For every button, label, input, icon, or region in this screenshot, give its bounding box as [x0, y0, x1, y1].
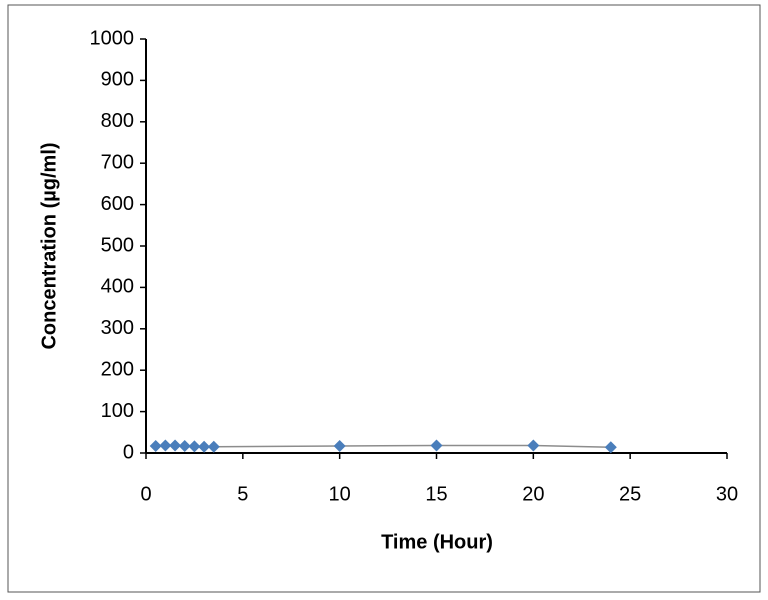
x-tick-label: 25: [619, 483, 641, 505]
y-tick-label: 100: [101, 400, 134, 422]
x-tick-label: 0: [140, 483, 151, 505]
y-tick-label: 0: [123, 441, 134, 463]
data-point: [430, 439, 443, 452]
data-point: [149, 439, 162, 452]
y-tick-label: 900: [101, 69, 134, 91]
x-tick-label: 15: [425, 483, 447, 505]
data-point: [333, 439, 346, 452]
y-tick-label: 800: [101, 110, 134, 132]
data-point: [198, 440, 211, 453]
x-axis-label: Time (Hour): [381, 531, 493, 553]
x-tick-label: 5: [237, 483, 248, 505]
y-tick-label: 200: [101, 358, 134, 380]
y-tick-label: 700: [101, 151, 134, 173]
y-axis-label: Concentration (µg/ml): [38, 142, 60, 349]
x-tick-label: 10: [329, 483, 351, 505]
data-point: [178, 439, 191, 452]
data-point: [169, 439, 182, 452]
data-point: [604, 441, 617, 454]
y-tick-label: 300: [101, 317, 134, 339]
x-tick-label: 20: [522, 483, 544, 505]
data-point: [159, 439, 172, 452]
y-tick-label: 500: [101, 234, 134, 256]
data-point: [527, 439, 540, 452]
y-tick-label: 1000: [90, 27, 135, 49]
x-tick-label: 30: [716, 483, 738, 505]
data-point: [188, 440, 201, 453]
y-tick-label: 400: [101, 276, 134, 298]
data-point: [207, 440, 220, 453]
y-tick-label: 600: [101, 193, 134, 215]
chart-frame: [7, 4, 761, 593]
